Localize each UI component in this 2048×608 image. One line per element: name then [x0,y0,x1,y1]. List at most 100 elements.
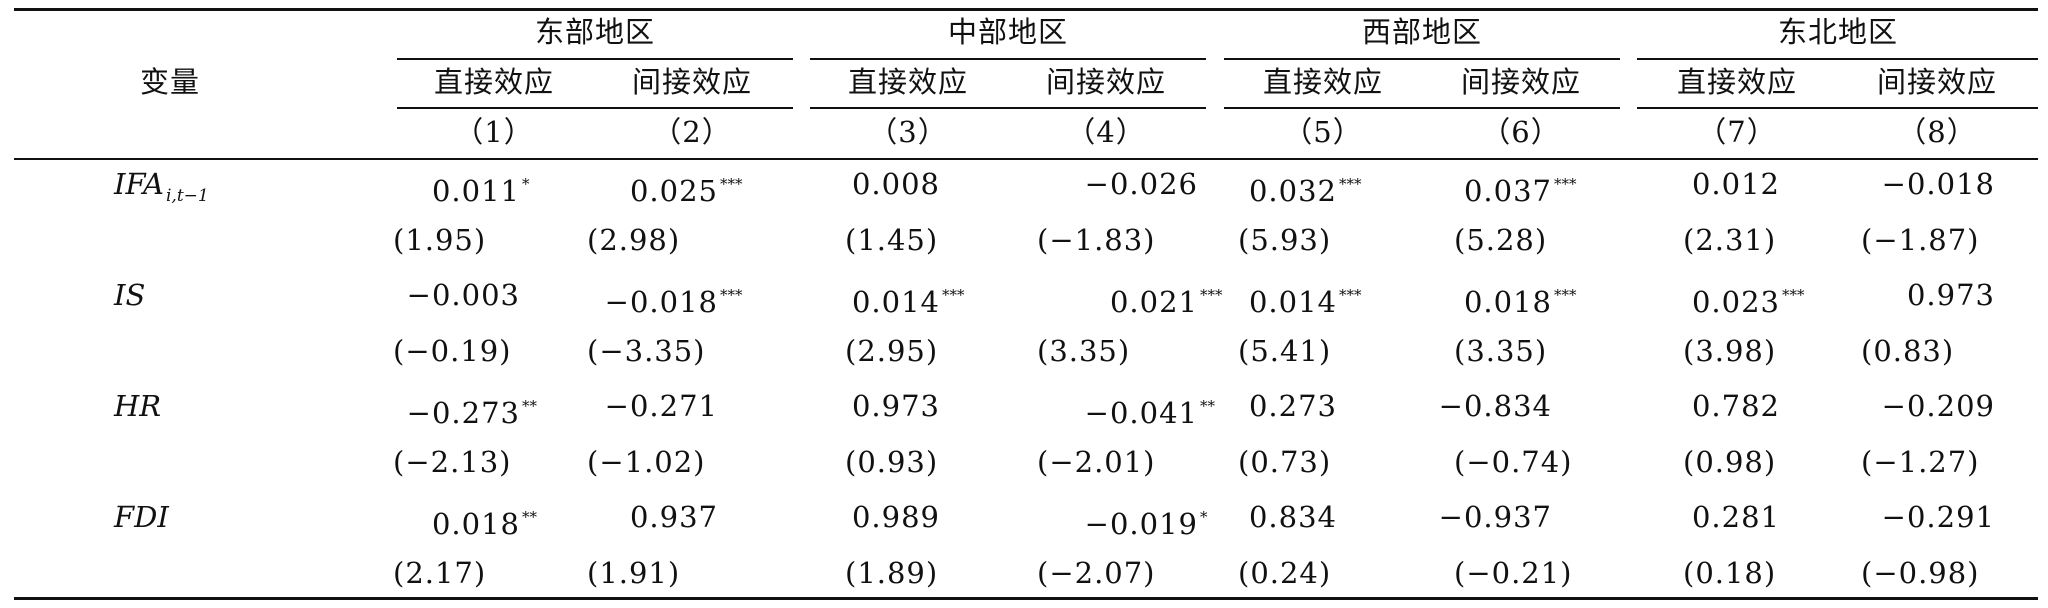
t-statistic-cell: (−2.13) [393,445,512,479]
coefficient-cell: 0.025 *** [630,166,743,209]
region-underline-west [1224,58,1620,60]
significance-stars: ** [1200,397,1215,415]
significance-stars: *** [1339,286,1362,304]
significance-stars: ** [522,508,537,526]
coefficient-cell: 0.782 [1692,388,1780,424]
coefficient-cell: 0.014 *** [852,277,965,320]
coefficient-value: −0.834 [1438,389,1552,423]
t-statistic-cell: (−0.19) [393,334,512,368]
variable-name: IFA [114,167,164,201]
t-statistic-cell: (2.98) [587,223,681,257]
t-statistic-cell: (2.31) [1683,223,1777,257]
significance-stars: *** [1554,286,1577,304]
coefficient-cell: 0.021 *** [1110,277,1223,320]
effect-underline-central [810,107,1206,109]
coefficient-value: −0.209 [1881,389,1995,423]
t-statistic-cell: (−1.27) [1861,445,1980,479]
t-statistic-cell: (5.28) [1454,223,1548,257]
coefficient-value: 0.023 [1691,285,1780,319]
t-statistic-cell: (3.35) [1037,334,1131,368]
region-header-northeast: 东北地区 [1777,15,1899,49]
coefficient-cell: −0.209 [1882,388,1995,424]
column-number: （4） [1066,115,1146,149]
coefficient-value: 0.782 [1691,389,1780,423]
effect-header: 直接效应 [847,65,969,99]
t-statistic-cell: (−1.83) [1037,223,1156,257]
coefficient-value: 0.025 [629,174,718,208]
region-header-central: 中部地区 [947,15,1069,49]
coefficient-cell: 0.973 [852,388,940,424]
coefficient-cell: −0.937 [1439,499,1552,535]
significance-stars: *** [720,175,743,193]
variable-label: HR [114,388,161,424]
t-statistic-cell: (−2.01) [1037,445,1156,479]
region-underline-east [397,58,793,60]
significance-stars: * [1200,508,1208,526]
t-statistic-cell: (3.35) [1454,334,1548,368]
coefficient-cell: 0.973 [1907,277,1995,313]
t-statistic-cell: (−0.74) [1454,445,1573,479]
bottom-rule [14,597,2038,600]
coefficient-value: −0.937 [1438,500,1552,534]
region-header-east: 东部地区 [534,15,656,49]
coefficient-value: 0.937 [629,500,718,534]
region-underline-northeast [1637,58,2038,60]
coefficient-cell: 0.014 *** [1249,277,1362,320]
effect-header: 直接效应 [433,65,555,99]
coefficient-value: −0.271 [604,389,718,423]
coefficient-value: 0.989 [851,500,940,534]
coefficient-value: −0.026 [1084,167,1198,201]
coefficient-cell: 0.989 [852,499,940,535]
coefficient-value: 0.834 [1248,500,1337,534]
coefficient-cell: 0.037 *** [1464,166,1577,209]
effect-header: 直接效应 [1262,65,1384,99]
t-statistic-cell: (−0.21) [1454,556,1573,590]
coefficient-value: 0.018 [1463,285,1552,319]
t-statistic-cell: (0.73) [1238,445,1332,479]
column-number: （7） [1697,115,1777,149]
effect-underline-east [397,107,793,109]
significance-stars: *** [942,286,965,304]
coefficient-cell: 0.023 *** [1692,277,1805,320]
coefficient-cell: 0.273 [1249,388,1337,424]
coefficient-cell: −0.273 ** [407,388,537,431]
column-number: （1） [454,115,534,149]
coefficient-cell: −0.041 ** [1085,388,1215,431]
effect-header: 直接效应 [1676,65,1798,99]
coefficient-cell: 0.937 [630,499,718,535]
variable-name: HR [114,389,162,423]
significance-stars: *** [1200,286,1223,304]
coefficient-value: 0.018 [431,507,520,541]
coefficient-value: 0.973 [1906,278,1995,312]
t-statistic-cell: (−2.07) [1037,556,1156,590]
coefficient-cell: 0.012 [1692,166,1780,202]
coefficient-cell: 0.281 [1692,499,1780,535]
region-underline-central [810,58,1206,60]
significance-stars: *** [720,286,743,304]
coefficient-value: 0.014 [851,285,940,319]
t-statistic-cell: (1.45) [845,223,939,257]
coefficient-value: −0.019 [1084,507,1198,541]
coefficient-value: 0.008 [851,167,940,201]
coefficient-value: 0.973 [851,389,940,423]
t-statistic-cell: (0.83) [1861,334,1955,368]
coefficient-value: 0.032 [1248,174,1337,208]
significance-stars: *** [1339,175,1362,193]
t-statistic-cell: (5.41) [1238,334,1332,368]
effect-header: 间接效应 [631,65,753,99]
variable-label: FDI [114,499,169,535]
t-statistic-cell: (0.93) [845,445,939,479]
significance-stars: *** [1782,286,1805,304]
coefficient-cell: 0.018 *** [1464,277,1577,320]
region-header-west: 西部地区 [1361,15,1483,49]
variable-label: IFA i,t−1 [114,166,209,214]
coefficient-value: 0.281 [1691,500,1780,534]
column-number: （3） [868,115,948,149]
variable-subscript: i,t−1 [166,186,209,206]
effect-header: 间接效应 [1876,65,1998,99]
effect-header: 间接效应 [1460,65,1582,99]
significance-stars: * [522,175,530,193]
coefficient-cell: 0.834 [1249,499,1337,535]
coefficient-cell: −0.018 [1882,166,1995,202]
